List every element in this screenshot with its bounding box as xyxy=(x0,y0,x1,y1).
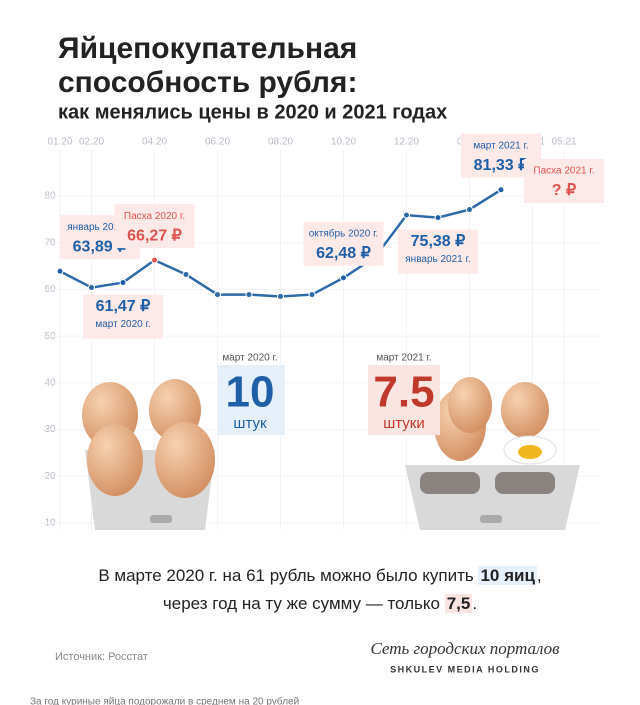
title: способность рубля: xyxy=(58,66,357,99)
x-tick-label: 08.20 xyxy=(268,137,293,148)
note: Пасха 2021 г. xyxy=(533,166,594,177)
title: Яйцепокупательная xyxy=(58,32,357,65)
label-box xyxy=(83,294,163,339)
egg xyxy=(448,377,492,433)
text: . xyxy=(472,594,478,613)
label-box xyxy=(524,159,604,203)
egg-unit: штуки xyxy=(383,415,425,432)
egg-date: март 2021 г. xyxy=(376,353,431,364)
point xyxy=(56,267,64,275)
highlight: 7,5 xyxy=(444,594,473,613)
label-box xyxy=(303,221,384,266)
point xyxy=(466,206,473,214)
yolk xyxy=(518,445,542,459)
summary-line: через год на ту же сумму — только 7,5. xyxy=(0,594,640,614)
value-label: 63,89 ₽ xyxy=(73,238,128,255)
x-tick-label: 06.20 xyxy=(205,137,230,148)
note: январь 2021 г. xyxy=(405,254,470,265)
point xyxy=(434,214,442,222)
point xyxy=(497,186,505,194)
source: Источник: Росстат xyxy=(55,651,148,663)
value-label: ? ₽ xyxy=(552,182,576,199)
label-box xyxy=(398,229,478,274)
x-tick-label: 10.20 xyxy=(331,137,356,148)
summary-line: В марте 2020 г. на 61 рубль можно было к… xyxy=(0,566,640,586)
label-box xyxy=(114,204,195,249)
count-box xyxy=(218,365,285,435)
text: через год на ту же сумму — только xyxy=(162,594,445,613)
x-tick-label: 04.20 xyxy=(142,137,167,148)
note: март 2020 г. xyxy=(95,319,150,330)
egg-date: март 2020 г. xyxy=(222,353,277,364)
x-tick-label: 01.20 xyxy=(47,137,72,148)
text: В марте 2020 г. на 61 рубль можно было к… xyxy=(98,566,479,585)
caption: За год куриные яйца подорожали в среднем… xyxy=(30,696,299,705)
tray-slot xyxy=(150,515,172,523)
x-tick-label: 05.21 xyxy=(551,137,576,148)
point xyxy=(119,279,127,287)
egg-count: 7.5 xyxy=(373,368,434,417)
value-label: 75,38 ₽ xyxy=(411,233,466,250)
value-label: 66,27 ₽ xyxy=(127,227,182,244)
point xyxy=(245,291,253,299)
point xyxy=(308,291,316,299)
note: октябрь 2020 г. xyxy=(309,227,379,239)
brand: SHKULEV MEDIA HOLDING xyxy=(390,664,540,674)
value-label: 61,47 ₽ xyxy=(96,298,151,315)
egg xyxy=(87,424,143,496)
subtitle: как менялись цены в 2020 и 2021 годах xyxy=(58,101,447,123)
note: Пасха 2020 г. xyxy=(124,211,185,222)
point xyxy=(340,274,347,282)
point xyxy=(151,256,158,264)
point xyxy=(88,284,95,292)
value-label: 81,33 ₽ xyxy=(474,157,529,174)
point xyxy=(277,292,284,300)
egg-trays xyxy=(82,365,580,530)
count-box xyxy=(368,365,440,435)
tray-slot xyxy=(480,515,502,523)
brand: Сеть городских порталов xyxy=(370,639,560,658)
note: январь 2020 г. xyxy=(67,222,132,233)
value-label: 62,48 ₽ xyxy=(316,245,371,262)
egg xyxy=(501,382,549,438)
point xyxy=(403,211,410,219)
highlight: 10 яиц xyxy=(478,566,537,585)
note: март 2021 г. xyxy=(473,140,528,151)
x-tick-label: 02.20 xyxy=(79,137,104,148)
point xyxy=(214,291,221,299)
tray-cell xyxy=(420,472,480,494)
egg xyxy=(155,422,215,498)
egg-unit: штук xyxy=(233,415,267,432)
egg-count: 10 xyxy=(226,368,275,417)
text: , xyxy=(536,566,542,585)
tray-cell xyxy=(495,472,555,494)
x-tick-label: 12.20 xyxy=(394,137,419,148)
point xyxy=(182,270,190,278)
